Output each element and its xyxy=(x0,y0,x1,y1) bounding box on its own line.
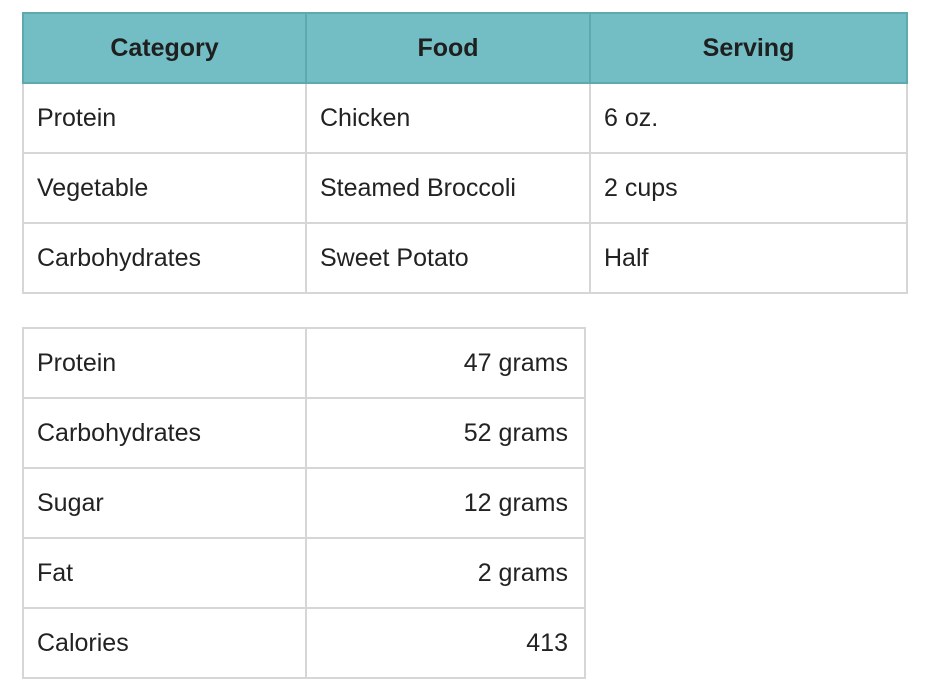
table-row: Protein Chicken 6 oz. xyxy=(22,82,908,154)
table-row: Calories 413 xyxy=(22,607,586,679)
food-cell: Chicken xyxy=(305,82,591,154)
column-header-category: Category xyxy=(22,12,307,84)
column-header-food: Food xyxy=(305,12,591,84)
nutrient-value: 12 grams xyxy=(305,467,586,539)
food-cell: Sweet Potato xyxy=(305,222,591,294)
food-cell: Steamed Broccoli xyxy=(305,152,591,224)
category-cell: Carbohydrates xyxy=(22,222,307,294)
table-header-row: Category Food Serving xyxy=(22,12,908,84)
table-row: Carbohydrates Sweet Potato Half xyxy=(22,222,908,294)
nutrition-table: Protein 47 grams Carbohydrates 52 grams … xyxy=(22,327,586,679)
column-header-serving: Serving xyxy=(589,12,908,84)
table-row: Vegetable Steamed Broccoli 2 cups xyxy=(22,152,908,224)
table-row: Carbohydrates 52 grams xyxy=(22,397,586,469)
serving-cell: Half xyxy=(589,222,908,294)
nutrient-label: Calories xyxy=(22,607,307,679)
serving-cell: 2 cups xyxy=(589,152,908,224)
nutrient-label: Protein xyxy=(22,327,307,399)
nutrient-value: 413 xyxy=(305,607,586,679)
serving-cell: 6 oz. xyxy=(589,82,908,154)
category-cell: Protein xyxy=(22,82,307,154)
table-row: Sugar 12 grams xyxy=(22,467,586,539)
nutrient-value: 2 grams xyxy=(305,537,586,609)
category-cell: Vegetable xyxy=(22,152,307,224)
nutrient-label: Carbohydrates xyxy=(22,397,307,469)
table-row: Fat 2 grams xyxy=(22,537,586,609)
meal-table: Category Food Serving Protein Chicken 6 … xyxy=(22,12,908,294)
nutrient-value: 52 grams xyxy=(305,397,586,469)
table-row: Protein 47 grams xyxy=(22,327,586,399)
nutrient-value: 47 grams xyxy=(305,327,586,399)
nutrient-label: Fat xyxy=(22,537,307,609)
nutrient-label: Sugar xyxy=(22,467,307,539)
